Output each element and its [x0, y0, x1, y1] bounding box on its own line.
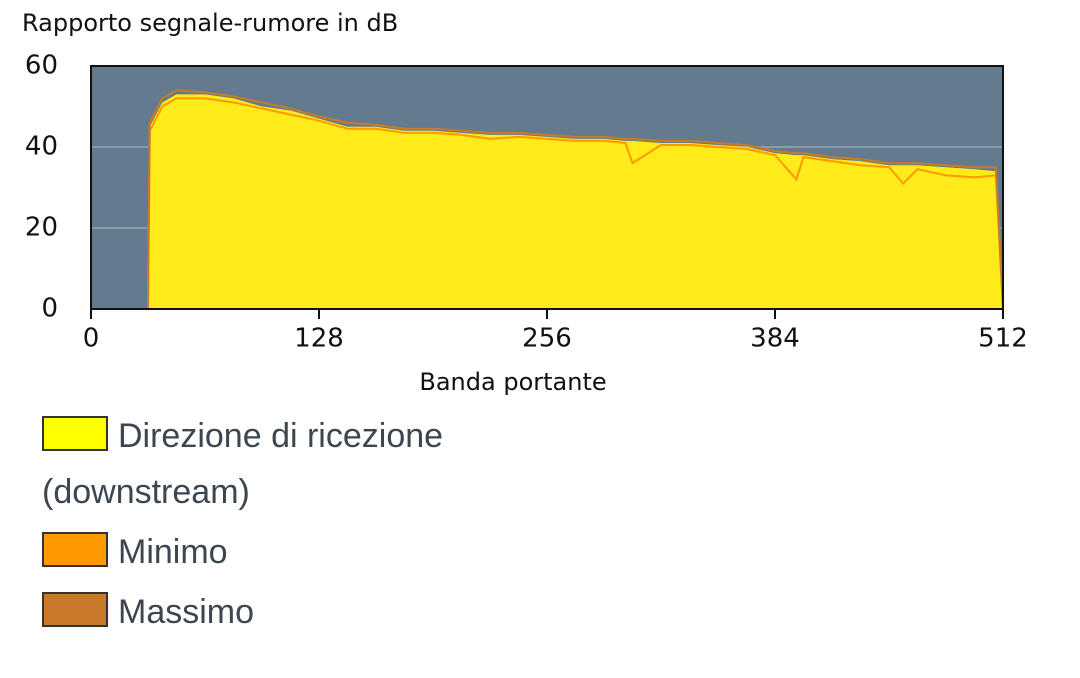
- area: [91, 94, 1003, 309]
- x-tick-label: 128: [294, 324, 344, 354]
- legend-swatch: [42, 592, 108, 627]
- legend-label: Minimo: [118, 533, 228, 571]
- legend-item: Massimo: [42, 584, 542, 640]
- y-tick-label: 40: [25, 132, 58, 162]
- y-axis-title: Rapporto segnale-rumore in dB: [22, 9, 398, 37]
- line: [91, 89, 1004, 310]
- y-tick-label: 20: [25, 213, 58, 243]
- x-tick-label: 0: [83, 324, 100, 354]
- legend-label: Direzione di ricezione (downstream): [42, 417, 444, 511]
- legend-swatch: [42, 532, 108, 567]
- y-tick-label: 60: [25, 51, 58, 81]
- legend-swatch: [42, 416, 108, 451]
- x-tick-label: 256: [522, 324, 572, 354]
- legend-item: Direzione di ricezione (downstream): [42, 408, 542, 520]
- x-tick-label: 384: [750, 324, 800, 354]
- chart: Rapporto segnale-rumore in dB Banda port…: [22, 9, 1028, 396]
- y-tick-label: 0: [41, 294, 58, 324]
- legend-label: Massimo: [118, 593, 255, 631]
- x-axis-title: Banda portante: [419, 368, 606, 396]
- legend-item: Minimo: [42, 524, 542, 580]
- legend: Direzione di ricezione (downstream) Minim…: [42, 408, 542, 644]
- x-tick-label: 512: [978, 324, 1028, 354]
- line: [91, 97, 1004, 310]
